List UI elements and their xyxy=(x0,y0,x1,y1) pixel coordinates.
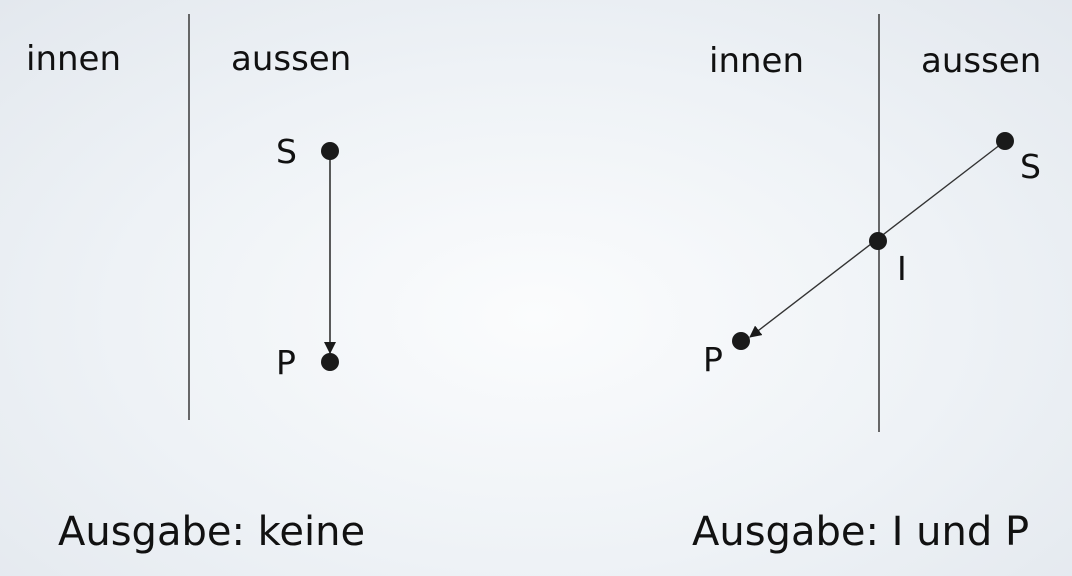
left-label-innen: innen xyxy=(26,39,121,79)
right-point-s xyxy=(996,132,1014,150)
left-label-s: S xyxy=(276,132,297,171)
left-panel: innen aussen S P Ausgabe: keine xyxy=(26,14,365,555)
right-point-i xyxy=(869,232,887,250)
right-label-innen: innen xyxy=(709,41,804,81)
right-output-caption: Ausgabe: I und P xyxy=(692,509,1029,555)
right-label-p: P xyxy=(703,340,723,379)
left-point-s xyxy=(321,142,339,160)
right-label-aussen: aussen xyxy=(921,41,1041,81)
right-label-i: I xyxy=(897,249,907,288)
right-panel: innen aussen S I P Ausgabe: I und P xyxy=(692,14,1041,555)
left-label-p: P xyxy=(276,343,296,382)
left-label-aussen: aussen xyxy=(231,39,351,79)
right-label-s: S xyxy=(1020,147,1041,186)
left-point-p xyxy=(321,353,339,371)
left-output-caption: Ausgabe: keine xyxy=(58,509,365,555)
right-point-p xyxy=(732,332,750,350)
